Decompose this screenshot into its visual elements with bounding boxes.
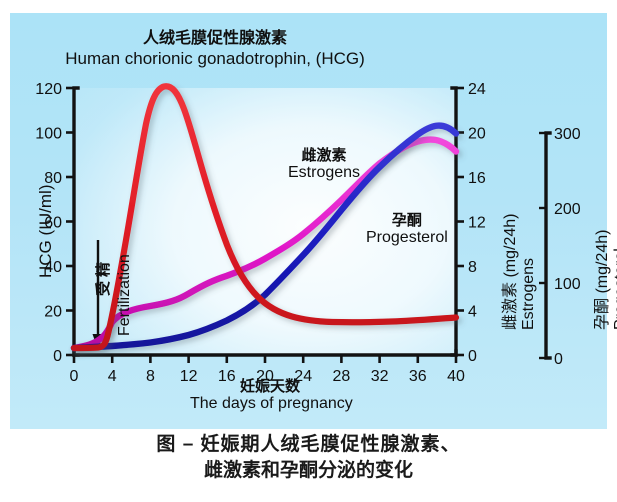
- x-tick-8: 8: [146, 368, 155, 385]
- fertilization-label-cn: 受精: [95, 257, 112, 296]
- x-axis-tick-labels: 0 4 8 12 16 20 24 28 32 36 40: [70, 368, 465, 385]
- series-label-estrogens-en: Estrogens: [288, 164, 361, 182]
- y-axis-left-title: HCG (IU/ml): [36, 184, 55, 278]
- y-axis-right2-tick-labels: 300 200 100 0: [554, 126, 581, 368]
- figure-caption: 图 – 妊娠期人绒毛膜促性腺激素、 雌激素和孕酮分泌的变化: [0, 432, 617, 483]
- y-left-tick-100: 100: [35, 126, 62, 143]
- chart-title: 人绒毛膜促性腺激素 Human chorionic gonadotrophin,…: [0, 30, 430, 68]
- y-right1-tick-12: 12: [468, 215, 486, 232]
- x-tick-20: 20: [256, 368, 274, 385]
- x-tick-24: 24: [294, 368, 312, 385]
- x-tick-36: 36: [409, 368, 427, 385]
- y-right1-tick-8: 8: [468, 259, 477, 276]
- y-right1-tick-16: 16: [468, 170, 486, 187]
- x-tick-32: 32: [371, 368, 389, 385]
- y-right1-tick-4: 4: [468, 304, 477, 321]
- y-axis-right1-title: 雌激素 (mg/24h) Estrogens: [496, 214, 538, 330]
- y-right2-tick-100: 100: [554, 276, 581, 293]
- y-right2-tick-0: 0: [554, 351, 563, 368]
- series-label-estrogens-cn: 雌激素: [301, 147, 347, 164]
- y-left-tick-40: 40: [44, 259, 62, 276]
- series-line-hcg: [70, 83, 460, 352]
- x-tick-12: 12: [180, 368, 198, 385]
- x-axis-title: 妊娠天数 The days of pregnancy: [190, 378, 353, 414]
- y-axis-right2-title-en: Progesterol: [612, 248, 617, 330]
- x-axis-title-cn: 妊娠天数: [239, 378, 300, 395]
- x-tick-40: 40: [447, 368, 465, 385]
- y-axis-left-tick-labels: 120 100 80 60 40 20 0: [35, 81, 62, 365]
- y-right2-tick-300: 300: [554, 126, 581, 143]
- figure-caption-line1: 图 – 妊娠期人绒毛膜促性腺激素、: [156, 434, 461, 455]
- y-left-tick-20: 20: [44, 304, 62, 321]
- x-axis-title-en: The days of pregnancy: [190, 395, 353, 413]
- series-label-progesterol-en: Progesterol: [366, 229, 448, 247]
- x-tick-28: 28: [333, 368, 351, 385]
- fertilization-label-en: Fertilization: [116, 254, 133, 336]
- y-left-tick-120: 120: [35, 81, 62, 98]
- series-label-progesterol: 孕酮 Progesterol: [366, 212, 448, 248]
- y-right1-tick-0: 0: [468, 348, 477, 365]
- y-right2-tick-200: 200: [554, 201, 581, 218]
- y-right1-tick-20: 20: [468, 126, 486, 143]
- y-left-tick-60: 60: [44, 215, 62, 232]
- y-axis-right1-title-en: Estrogens: [520, 257, 537, 330]
- x-tick-16: 16: [218, 368, 236, 385]
- y-axis-right-progesterol: 300 200 100 0: [539, 126, 581, 368]
- chart-title-en: Human chorionic gonadotrophin, (HCG): [65, 48, 365, 68]
- y-axis-right2-title: 孕酮 (mg/24h) Progesterol: [588, 230, 617, 330]
- y-axis-right1-tick-labels: 24 20 16 12 8 4 0: [468, 81, 486, 365]
- series-label-estrogens: 雌激素 Estrogens: [288, 147, 360, 183]
- series-label-progesterol-cn: 孕酮: [391, 212, 422, 229]
- y-axis-right-estrogens: 24 20 16 12 8 4 0: [450, 81, 486, 365]
- x-tick-0: 0: [70, 368, 79, 385]
- figure-caption-line2: 雌激素和孕酮分泌的变化: [203, 459, 413, 481]
- y-right1-tick-24: 24: [468, 81, 486, 98]
- chart-title-cn: 人绒毛膜促性腺激素: [142, 30, 287, 47]
- y-axis-right2-title-cn: 孕酮 (mg/24h): [594, 229, 611, 330]
- series-line-estrogens: [70, 122, 460, 352]
- y-axis-right2-ticks: [539, 131, 546, 360]
- y-left-tick-80: 80: [44, 170, 62, 187]
- y-axis-right1-title-cn: 雌激素 (mg/24h): [502, 213, 519, 330]
- x-tick-4: 4: [108, 368, 117, 385]
- y-left-tick-0: 0: [53, 348, 62, 365]
